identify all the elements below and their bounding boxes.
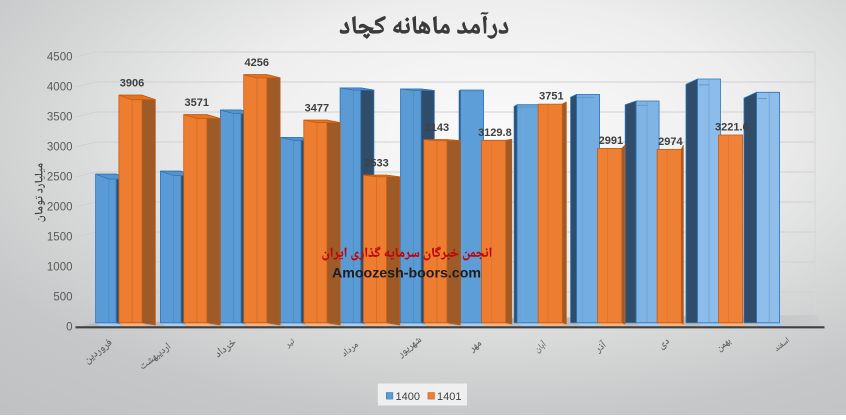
svg-text:3143: 3143	[425, 122, 449, 134]
svg-text:3477: 3477	[305, 102, 329, 114]
svg-text:1400: 1400	[396, 391, 420, 403]
svg-text:500: 500	[53, 292, 72, 304]
svg-text:3000: 3000	[47, 142, 73, 154]
svg-text:3129.8: 3129.8	[478, 127, 512, 139]
svg-text:3906: 3906	[120, 77, 144, 89]
svg-text:3751: 3751	[539, 91, 563, 103]
svg-text:2974: 2974	[658, 136, 683, 148]
svg-text:4500: 4500	[47, 52, 73, 64]
svg-text:1500: 1500	[47, 232, 73, 244]
svg-text:0: 0	[66, 322, 72, 334]
svg-text:3221.6: 3221.6	[715, 122, 749, 134]
svg-text:1000: 1000	[47, 262, 73, 274]
svg-text:3500: 3500	[47, 112, 73, 124]
svg-text:2500: 2500	[47, 172, 73, 184]
svg-text:Amoozesh-boors.com: Amoozesh-boors.com	[332, 265, 481, 281]
svg-text:2991: 2991	[599, 135, 623, 147]
svg-text:2000: 2000	[47, 202, 73, 214]
svg-text:4256: 4256	[245, 57, 269, 69]
svg-text:4000: 4000	[47, 82, 73, 94]
svg-text:3571: 3571	[185, 97, 209, 109]
svg-text:2533: 2533	[364, 157, 388, 169]
svg-text:1401: 1401	[437, 391, 461, 403]
